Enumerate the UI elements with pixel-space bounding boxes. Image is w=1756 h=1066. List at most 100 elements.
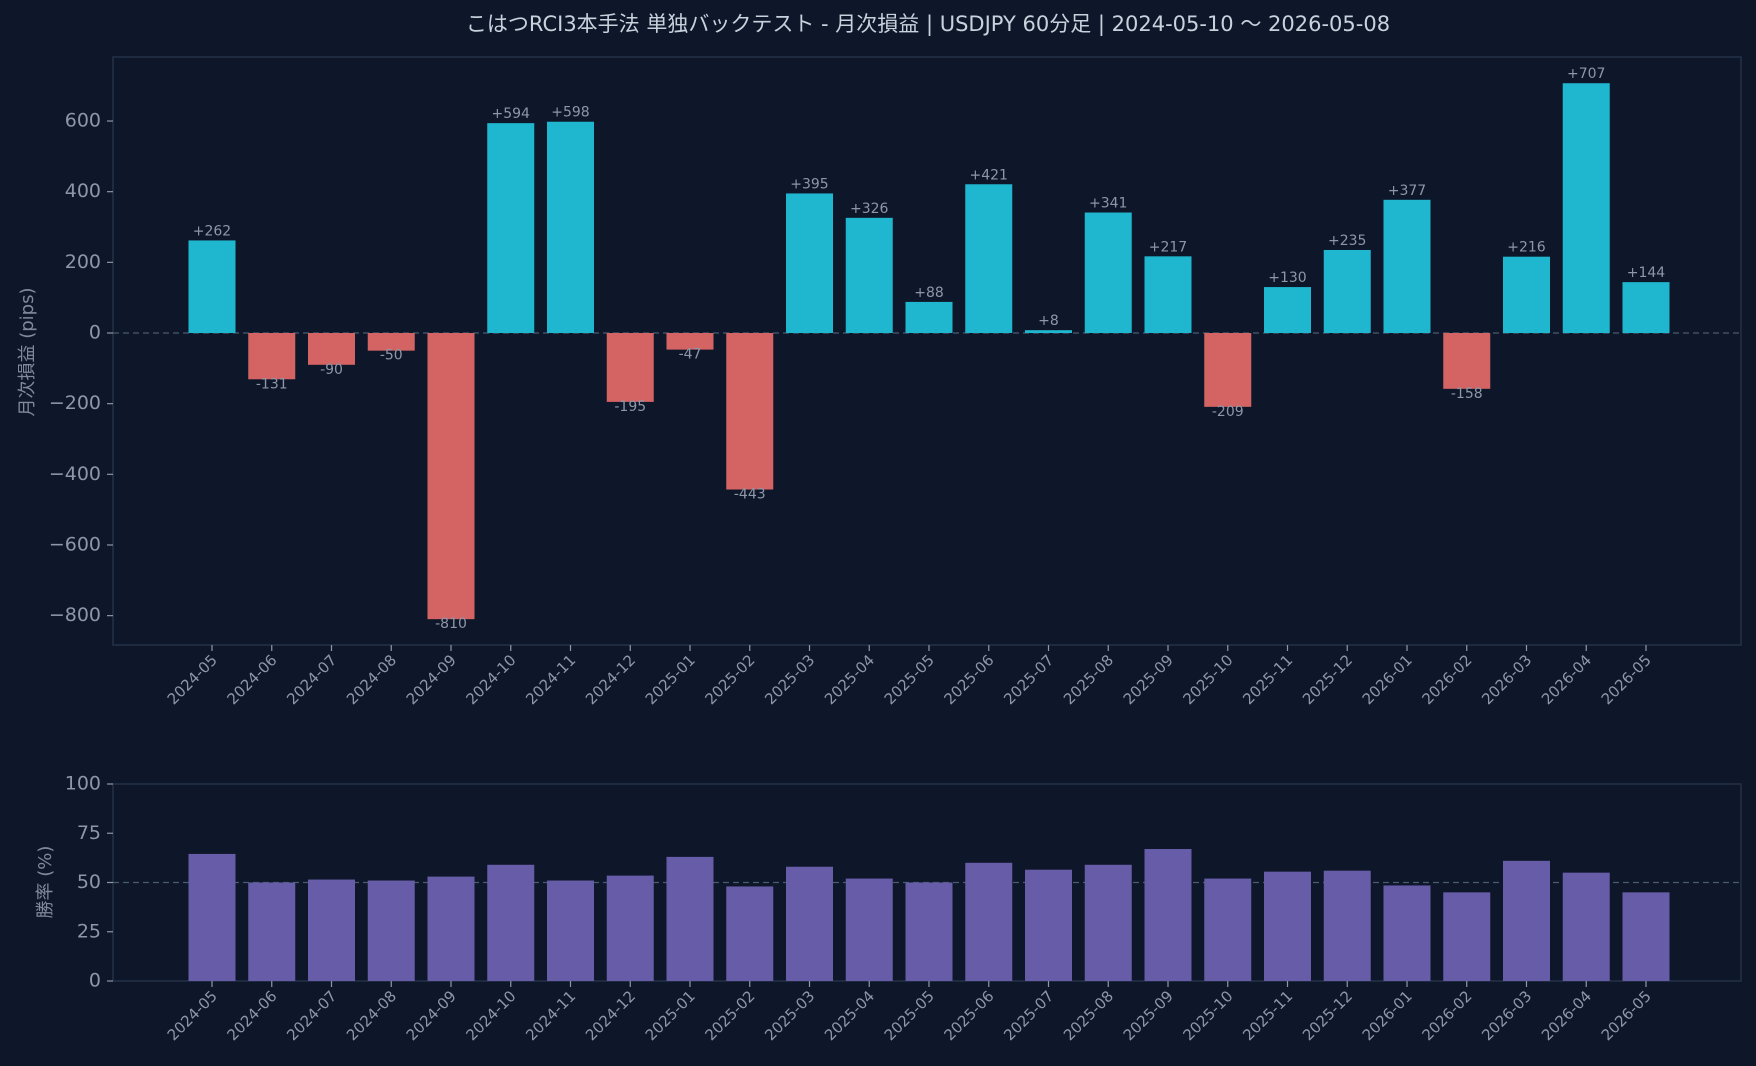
pnl-bar [487,123,535,333]
pnl-x-tick-label: 2025-08 [1060,651,1117,708]
pnl-bar [547,121,594,334]
pnl-y-tick-label: −400 [49,463,101,485]
winrate-x-axis: 2024-05 2024-06 2024-07 2024-08 2024-09 2024-… [164,981,1655,1044]
pnl-x-tick-label: 2025-06 [941,651,998,708]
pnl-x-tick-label: 2025-04 [821,651,878,708]
winrate-bar [786,866,833,981]
pnl-x-tick-label: 2025-02 [702,651,759,708]
pnl-bar [845,217,893,333]
pnl-plot-area [112,56,1742,646]
winrate-x-tick-label: 2024-05 [164,987,221,1044]
pnl-bar-label: +130 [1268,270,1306,286]
pnl-x-tick-label: 2024-05 [164,651,221,708]
pnl-bar-label: +235 [1328,233,1366,249]
pnl-x-tick-label: 2026-04 [1538,651,1595,708]
pnl-y-tick-label: −800 [49,604,101,626]
winrate-x-tick-label: 2024-11 [522,987,579,1044]
winrate-x-tick-label: 2025-12 [1299,987,1356,1044]
winrate-x-tick-label: 2026-05 [1598,987,1655,1044]
winrate-x-tick-label: 2024-10 [463,987,520,1044]
pnl-x-tick-label: 2024-07 [283,651,340,708]
pnl-bar-label: -158 [1451,386,1483,402]
pnl-x-tick-label: 2026-02 [1419,651,1476,708]
pnl-y-tick-label: 400 [65,180,101,202]
winrate-bar [367,880,415,981]
winrate-bar [1084,864,1132,981]
pnl-bar-label: -195 [614,399,646,415]
winrate-bar [547,880,594,981]
winrate-y-axis-label: 勝率 (%) [35,846,56,919]
pnl-bar [1025,330,1072,333]
pnl-x-tick-label: 2025-03 [761,651,818,708]
winrate-bar [905,882,953,981]
winrate-bar [427,876,475,981]
pnl-bar [1084,212,1132,333]
winrate-bar [606,875,654,981]
pnl-y-tick-label: 600 [65,110,101,132]
winrate-bar [1204,878,1252,981]
winrate-bar [1383,885,1431,981]
winrate-bar [1443,892,1491,981]
winrate-bar [1622,892,1670,981]
winrate-x-tick-label: 2025-11 [1239,987,1296,1044]
winrate-x-tick-label: 2025-09 [1120,987,1177,1044]
pnl-bar [905,301,953,333]
pnl-x-tick-label: 2024-08 [343,651,400,708]
winrate-bar [965,862,1013,981]
winrate-x-tick-label: 2025-10 [1180,987,1237,1044]
winrate-x-tick-label: 2025-08 [1060,987,1117,1044]
pnl-bar [1323,249,1371,333]
winrate-bar [1025,869,1072,981]
winrate-x-tick-label: 2025-07 [1000,987,1057,1044]
winrate-x-tick-label: 2025-05 [881,987,938,1044]
winrate-x-tick-label: 2024-08 [343,987,400,1044]
pnl-bar-label: -47 [679,347,702,363]
pnl-bar [726,333,774,490]
pnl-bar-label: +395 [790,176,828,192]
pnl-bar-label: +326 [850,201,889,217]
pnl-y-tick-label: −200 [49,392,101,414]
pnl-x-tick-label: 2024-06 [224,651,281,708]
winrate-x-tick-label: 2026-02 [1419,987,1476,1044]
winrate-bar [1562,872,1610,981]
pnl-bar-label: +707 [1567,66,1605,82]
winrate-y-tick-label: 50 [77,871,101,893]
pnl-x-tick-label: 2026-01 [1359,651,1416,708]
winrate-x-tick-label: 2025-03 [761,987,818,1044]
pnl-bar [248,333,296,380]
pnl-x-tick-label: 2026-03 [1478,651,1535,708]
pnl-bar [666,333,714,350]
winrate-bar [1264,871,1311,981]
pnl-x-tick-label: 2025-07 [1000,651,1057,708]
pnl-bar [1503,256,1550,333]
pnl-bar-label: +88 [914,285,944,301]
winrate-bar [726,886,774,981]
pnl-bar [188,240,236,333]
pnl-bar [965,184,1013,333]
pnl-bars: +262 -131 -90 -50 -810 +594 +598 -195 -47 -443 +39… [188,66,1670,632]
pnl-x-tick-label: 2025-10 [1180,651,1237,708]
pnl-bar-label: +598 [551,105,589,121]
pnl-bar [786,193,833,333]
pnl-x-tick-label: 2025-12 [1299,651,1356,708]
pnl-x-tick-label: 2025-09 [1120,651,1177,708]
pnl-y-axis: −800 −600 −400 −200 0 200 400 600 [49,110,113,626]
winrate-y-tick-label: 75 [77,822,101,844]
pnl-bar-label: +8 [1038,313,1059,329]
pnl-bar [1562,83,1610,333]
pnl-bar [1264,287,1311,333]
pnl-bar [1383,199,1431,333]
winrate-bar [248,882,296,981]
pnl-bar [1443,333,1491,389]
winrate-x-tick-label: 2025-01 [642,987,699,1044]
winrate-bars [188,849,1670,981]
pnl-y-axis-label: 月次損益 (pips) [17,288,38,417]
pnl-bar-label: -131 [256,376,288,392]
pnl-bar-label: +421 [970,167,1008,183]
pnl-bar-label: -50 [380,348,403,364]
winrate-y-tick-label: 100 [65,773,101,795]
pnl-x-axis: 2024-05 2024-06 2024-07 2024-08 2024-09 2024-… [164,645,1655,708]
winrate-y-axis: 0 25 50 75 100 [65,773,113,992]
